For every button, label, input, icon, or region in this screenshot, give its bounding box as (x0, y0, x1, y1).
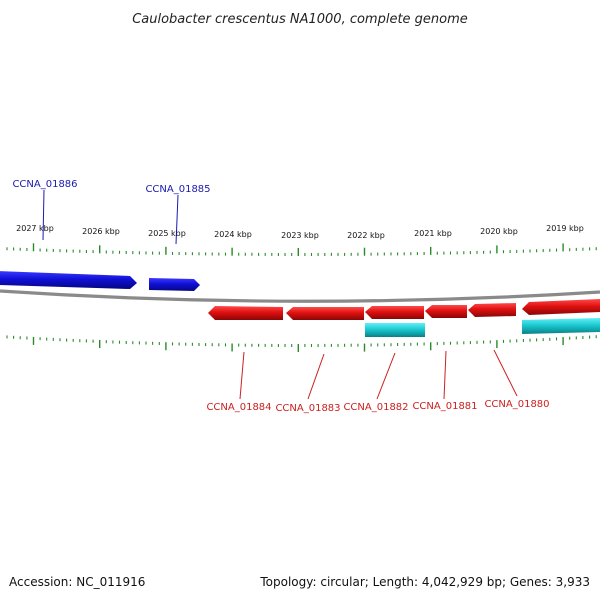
cds-block-ccna-01882[interactable] (365, 323, 425, 337)
gene-arrow-partial[interactable] (522, 299, 600, 315)
gene-arrow-ccna-01884[interactable] (208, 306, 283, 320)
gene-arrow-ccna-01886[interactable] (0, 271, 137, 289)
leader-ccna-01880 (493, 349, 518, 397)
ruler-label: 2027 kbp (16, 224, 54, 233)
leader-ccna-01885 (175, 194, 179, 245)
genome-backbone (0, 289, 600, 303)
ruler-label: 2024 kbp (214, 230, 252, 239)
gene-label-ccna-01883[interactable]: CCNA_01883 (275, 403, 340, 414)
ruler-label: 2026 kbp (82, 227, 120, 236)
gene-arrow-ccna-01881[interactable] (425, 305, 467, 318)
leader-ccna-01884 (239, 351, 245, 400)
gene-label-ccna-01885[interactable]: CCNA_01885 (145, 184, 210, 195)
gene-arrow-ccna-01880[interactable] (468, 303, 516, 317)
leader-ccna-01883 (307, 353, 325, 400)
label-leaders (42, 189, 518, 400)
leader-ccna-01882 (376, 352, 396, 400)
leader-ccna-01886 (42, 189, 45, 241)
gene-label-ccna-01886[interactable]: CCNA_01886 (12, 179, 77, 190)
gene-arrow-ccna-01885[interactable] (149, 278, 200, 291)
gene-arrow-ccna-01883[interactable] (286, 307, 364, 320)
accession-text: Accession: NC_011916 (9, 575, 145, 589)
ruler-label: 2022 kbp (347, 231, 385, 240)
ruler-label: 2023 kbp (281, 231, 319, 240)
ruler-label: 2025 kbp (148, 229, 186, 238)
genome-summary-text: Topology: circular; Length: 4,042,929 bp… (259, 575, 590, 589)
ruler-label: 2021 kbp (414, 229, 452, 238)
gene-label-ccna-01881[interactable]: CCNA_01881 (412, 401, 477, 412)
ruler-ticks-inner (6, 335, 597, 352)
ruler-label: 2019 kbp (546, 224, 584, 233)
leader-ccna-01881 (443, 350, 447, 400)
map-title: Caulobacter crescentus NA1000, complete … (132, 12, 468, 27)
gene-label-ccna-01882[interactable]: CCNA_01882 (343, 402, 408, 413)
gene-label-ccna-01880[interactable]: CCNA_01880 (484, 399, 549, 410)
cds-block-partial[interactable] (522, 318, 600, 334)
ruler-labels: 2027 kbp 2026 kbp 2025 kbp 2024 kbp 2023… (16, 224, 584, 240)
ruler-label: 2020 kbp (480, 227, 518, 236)
gene-arrow-ccna-01882[interactable] (365, 306, 424, 319)
gene-label-ccna-01884[interactable]: CCNA_01884 (206, 402, 271, 413)
ruler-ticks-outer (6, 243, 597, 256)
